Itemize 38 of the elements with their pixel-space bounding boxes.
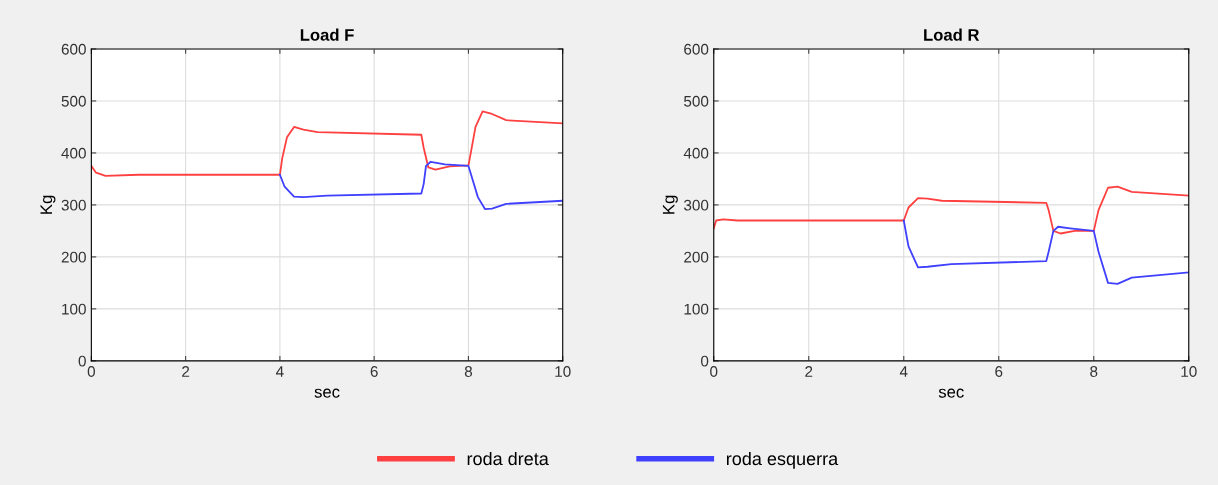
chart-title: Load F: [300, 28, 354, 41]
x-tick-label: 8: [464, 366, 473, 377]
y-tick-label: 200: [61, 251, 86, 263]
y-tick-label: 300: [61, 199, 86, 211]
y-tick-label: 200: [684, 251, 709, 263]
line-series: [278, 160, 563, 210]
y-tick-label: 500: [684, 95, 709, 107]
line-series: [902, 219, 1189, 285]
x-axis-title: sec: [314, 388, 340, 398]
y-tick-label: 500: [61, 95, 86, 107]
x-tick-label: 4: [276, 366, 284, 377]
x-tick-label: 6: [995, 366, 1003, 377]
x-tick-label: 2: [805, 366, 813, 377]
legend-label: roda esquerra: [726, 451, 839, 469]
line-series: [91, 110, 563, 177]
y-tick-label: 0: [78, 355, 86, 367]
y-tick-label: 400: [683, 147, 709, 159]
y-tick-label: 100: [684, 303, 709, 315]
x-tick-label: 10: [1181, 366, 1197, 377]
x-axis-title: sec: [938, 388, 964, 398]
y-tick-label: 100: [62, 303, 86, 315]
x-tick-label: 2: [182, 366, 190, 377]
legend-label: roda dreta: [467, 451, 549, 466]
y-axis-title: Kg: [662, 195, 678, 214]
x-tick-label: 4: [899, 366, 908, 377]
x-tick-label: 0: [710, 366, 718, 377]
y-tick-label: 600: [61, 43, 86, 55]
y-axis-title: Kg: [40, 195, 56, 214]
line-series: [713, 185, 1189, 235]
y-tick-label: 0: [700, 355, 709, 367]
x-tick-label: 8: [1090, 366, 1098, 377]
y-tick-label: 400: [61, 147, 86, 159]
x-tick-label: 10: [555, 366, 571, 377]
y-tick-label: 600: [684, 43, 709, 55]
x-tick-label: 6: [370, 366, 378, 377]
x-tick-label: 0: [87, 366, 95, 377]
chart-title: Load R: [924, 28, 980, 41]
y-tick-label: 300: [683, 199, 709, 211]
